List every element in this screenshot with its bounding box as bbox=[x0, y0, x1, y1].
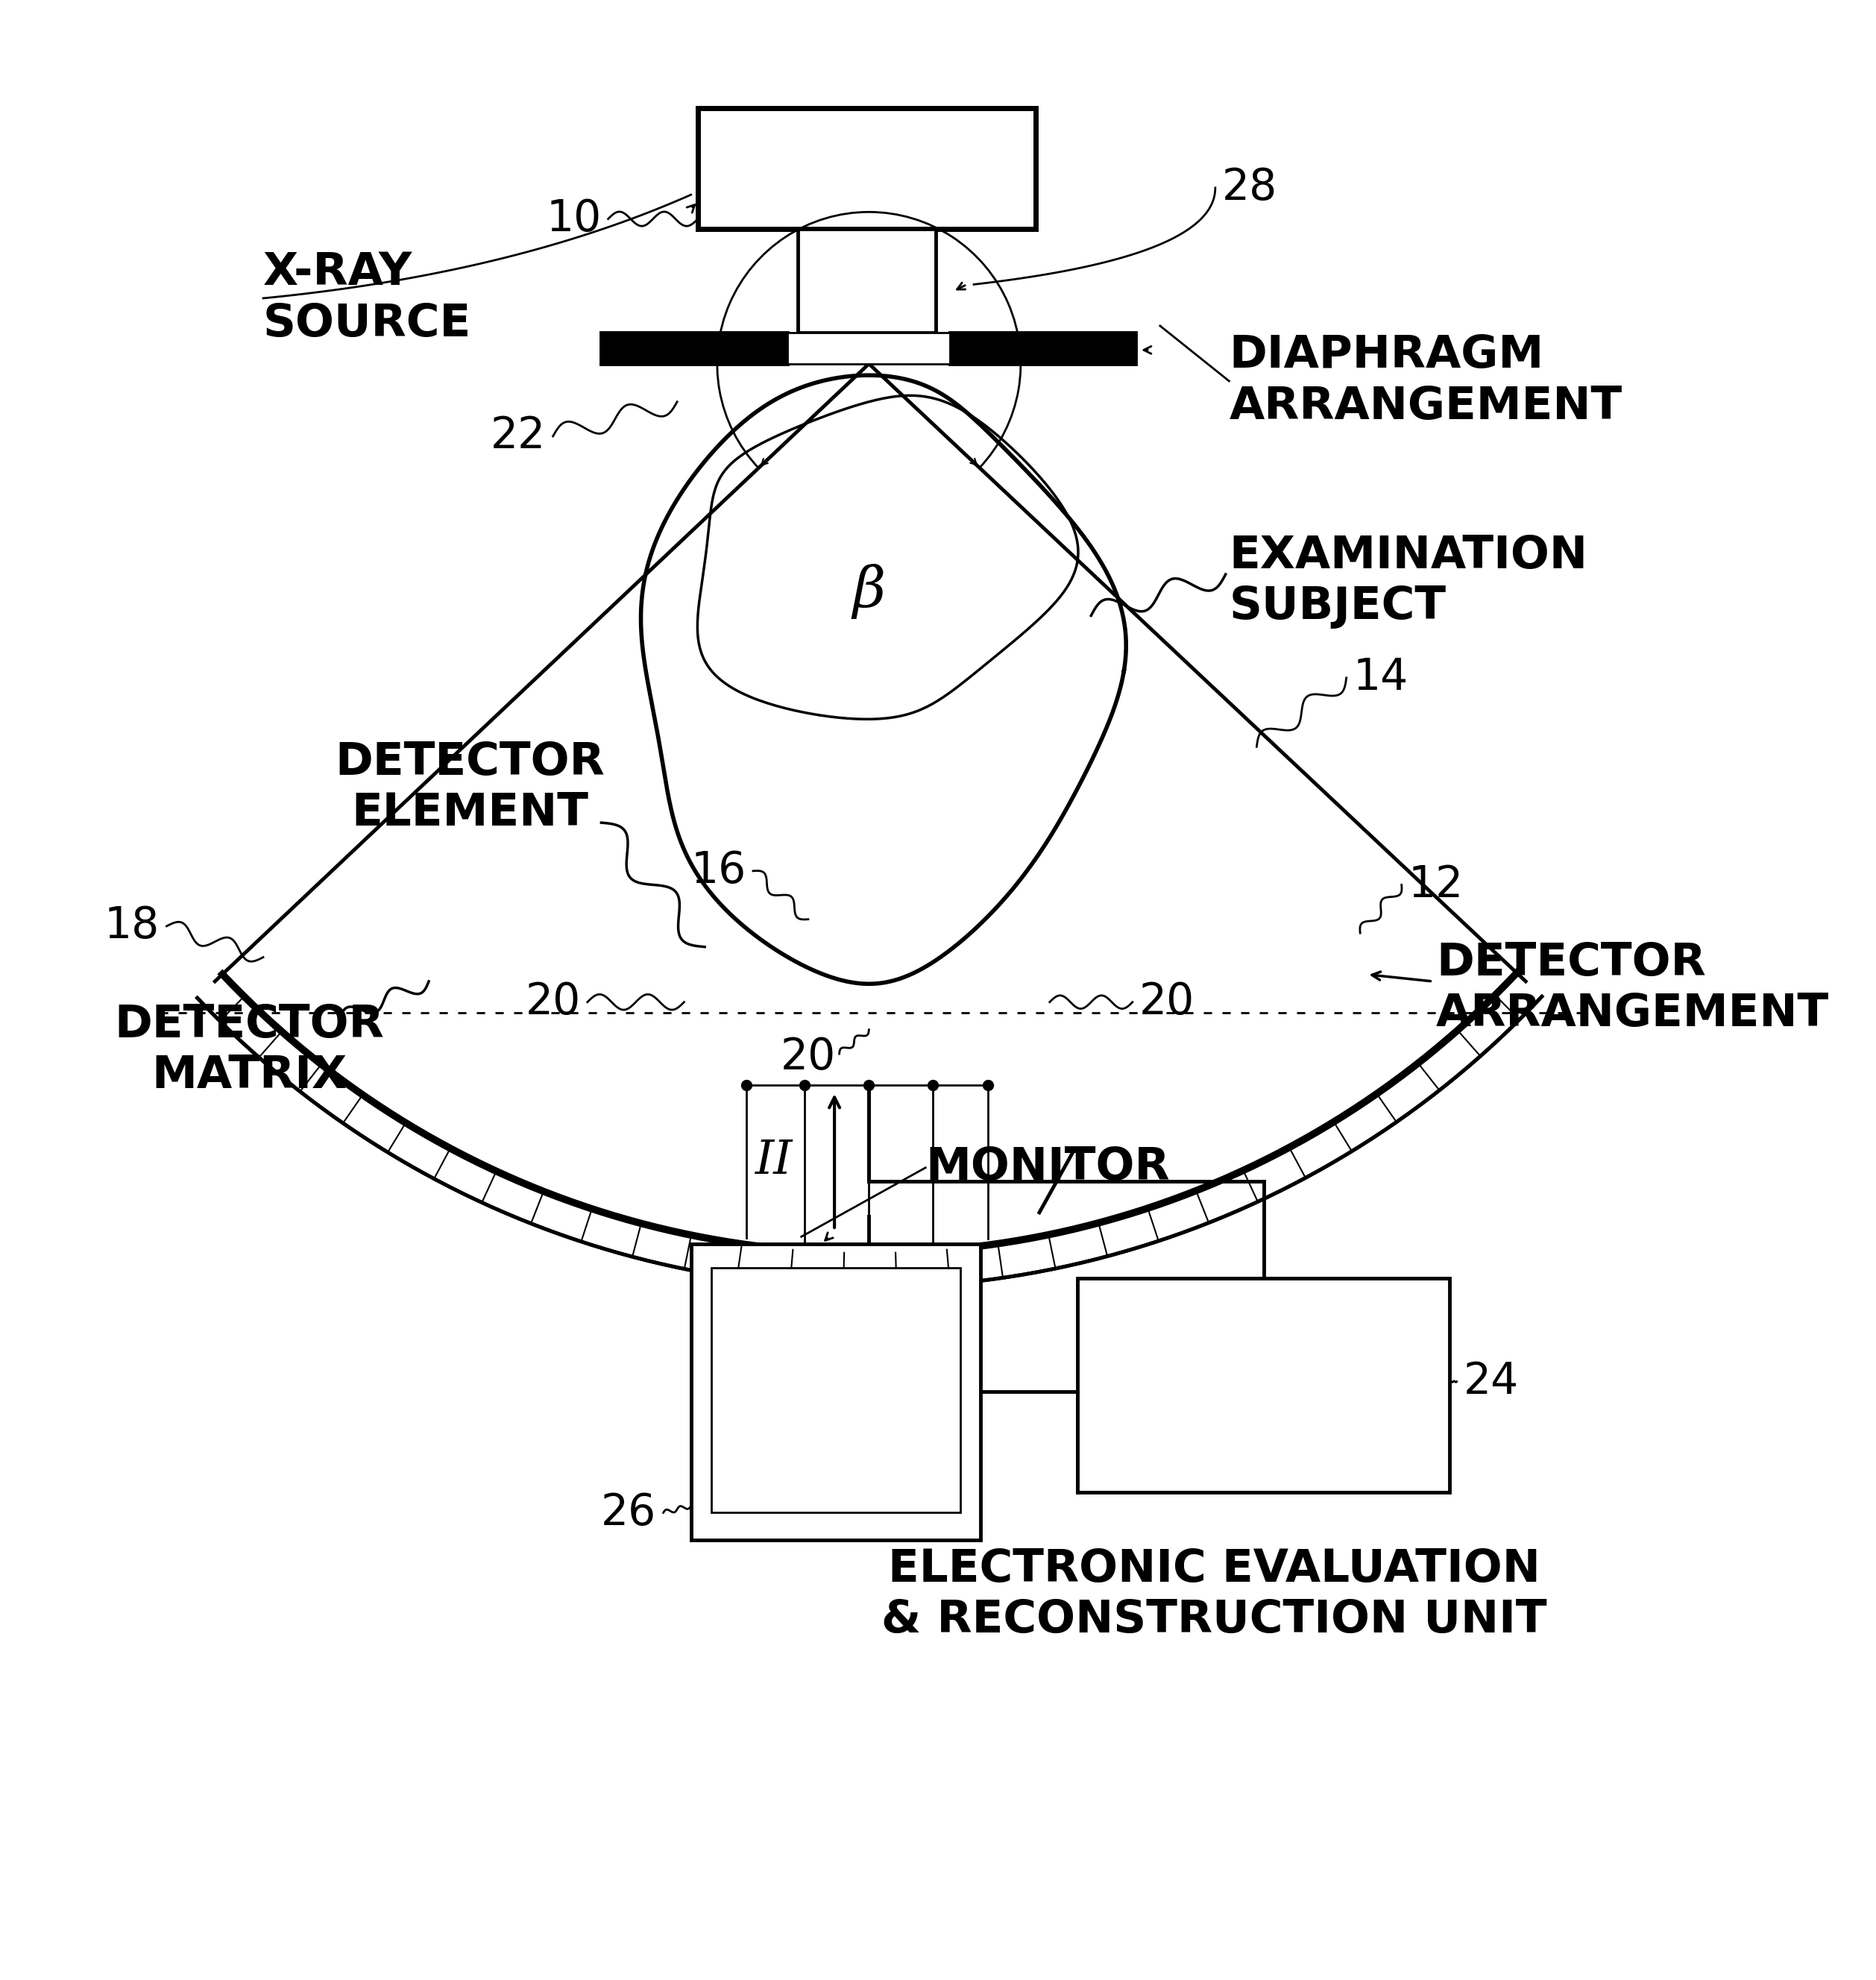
Text: EXAMINATION
SUBJECT: EXAMINATION SUBJECT bbox=[1229, 535, 1587, 628]
Bar bbox=[788, 333, 949, 364]
Text: 22: 22 bbox=[492, 416, 546, 457]
Text: 28: 28 bbox=[1221, 166, 1278, 210]
Bar bbox=[690, 1243, 981, 1540]
Text: DIAPHRAGM
ARRANGEMENT: DIAPHRAGM ARRANGEMENT bbox=[1229, 333, 1623, 428]
Text: X-RAY
SOURCE: X-RAY SOURCE bbox=[263, 251, 471, 346]
Text: 16: 16 bbox=[690, 849, 747, 893]
Text: 24: 24 bbox=[1463, 1360, 1520, 1404]
Text: 14: 14 bbox=[1353, 657, 1409, 699]
Text: MONITOR: MONITOR bbox=[925, 1146, 1171, 1190]
Text: 20: 20 bbox=[1139, 980, 1195, 1024]
Bar bbox=[600, 333, 788, 364]
Text: 12: 12 bbox=[1409, 863, 1463, 907]
Bar bbox=[788, 333, 949, 364]
Text: DETECTOR
MATRIX: DETECTOR MATRIX bbox=[114, 1004, 385, 1097]
Text: 26: 26 bbox=[600, 1491, 657, 1534]
Text: 10: 10 bbox=[546, 198, 600, 240]
Bar bbox=[949, 333, 1137, 364]
Text: II: II bbox=[756, 1138, 794, 1184]
Text: 20: 20 bbox=[525, 980, 580, 1024]
Bar bbox=[1077, 1277, 1450, 1493]
Text: β: β bbox=[852, 564, 885, 620]
Text: DETECTOR
ARRANGEMENT: DETECTOR ARRANGEMENT bbox=[1435, 940, 1829, 1036]
Bar bbox=[711, 1267, 961, 1513]
Bar bbox=[797, 230, 936, 333]
Text: 20: 20 bbox=[780, 1036, 837, 1079]
Text: ELECTRONIC EVALUATION
& RECONSTRUCTION UNIT: ELECTRONIC EVALUATION & RECONSTRUCTION U… bbox=[882, 1546, 1546, 1641]
Bar bbox=[698, 109, 1036, 230]
Text: 18: 18 bbox=[105, 905, 159, 946]
Text: DETECTOR
ELEMENT: DETECTOR ELEMENT bbox=[336, 741, 606, 836]
